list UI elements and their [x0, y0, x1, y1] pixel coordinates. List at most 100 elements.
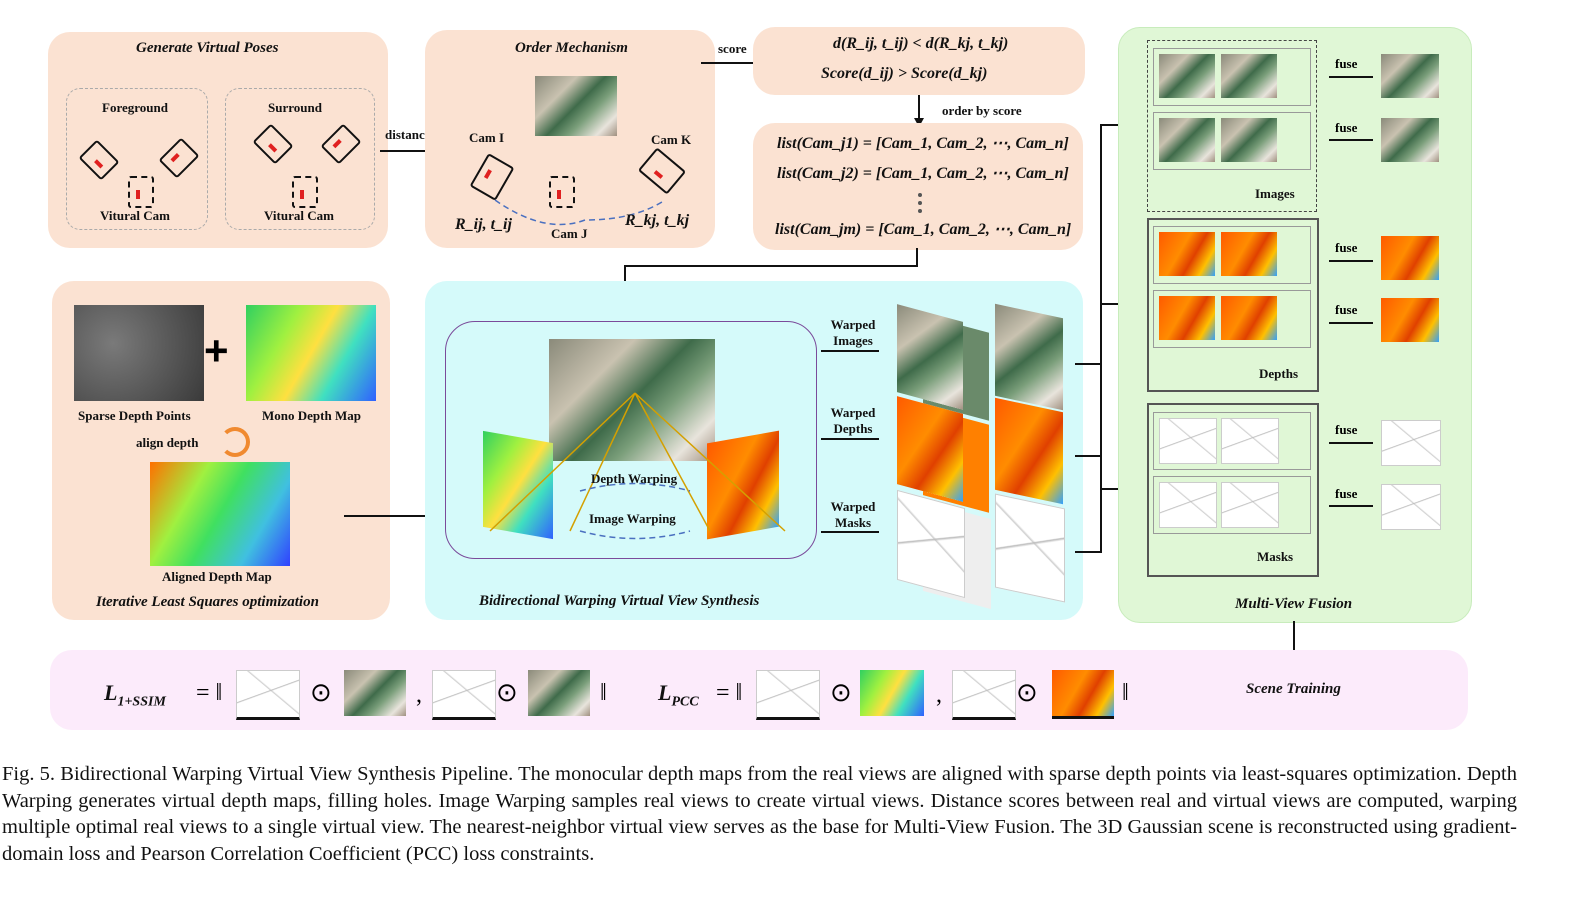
panel-title: Multi-View Fusion	[1235, 596, 1353, 612]
warping-frame	[445, 321, 817, 559]
lpcc-symbol: LPCC	[658, 680, 699, 710]
arrow	[1329, 322, 1373, 324]
l1-ssim-symbol: L1+SSIM	[104, 680, 166, 710]
panel-title: Iterative Least Squares optimization	[96, 594, 319, 610]
camera-list-2: list(Cam_j2) = [Cam_1, Cam_2, ⋯, Cam_n]	[777, 165, 1069, 182]
panel-title: Generate Virtual Poses	[136, 40, 279, 56]
hadamard-operator: ⊙	[496, 678, 518, 707]
fuse-label: fuse	[1335, 120, 1358, 135]
image-row	[1153, 48, 1311, 106]
arrow	[1293, 621, 1295, 659]
bidirectional-warping-panel: Depth Warping Image Warping Warped Image…	[425, 281, 1083, 620]
loss-l: L	[658, 680, 672, 705]
fused-image	[1381, 118, 1439, 162]
cam-i-label: Cam I	[469, 130, 505, 145]
depth-thumb	[1221, 296, 1277, 340]
equals-norm: = ‖	[716, 680, 743, 706]
camera-list-m: list(Cam_jm) = [Cam_1, Cam_2, ⋯, Cam_n]	[775, 221, 1072, 238]
depths-group	[1147, 218, 1319, 392]
arrow	[1329, 139, 1373, 141]
hadamard-operator: ⊙	[310, 678, 332, 707]
panel-title: Bidirectional Warping Virtual View Synth…	[479, 593, 760, 609]
masks-label: Masks	[1257, 549, 1294, 564]
fused-depth	[1381, 298, 1439, 342]
warped-images-label: Warped Images	[830, 317, 876, 348]
score-label: score	[718, 41, 747, 56]
image-thumb	[344, 670, 406, 716]
mask-thumb	[756, 670, 820, 720]
cam-k-label: Cam K	[651, 132, 692, 147]
warped-depth	[995, 397, 1063, 505]
connector	[916, 248, 918, 266]
surround-label: Surround	[268, 100, 322, 115]
fused-mask	[1381, 484, 1441, 530]
norm-close: ‖	[1122, 680, 1129, 706]
arrow	[821, 531, 879, 533]
warped-depths-label: Warped Depths	[830, 405, 876, 436]
comma: ,	[416, 682, 422, 708]
norm-close: ‖	[600, 680, 607, 706]
image-warping-label: Image Warping	[589, 511, 676, 526]
depth-warping-label: Depth Warping	[591, 471, 678, 486]
r-ij-label: R_ij, t_ij	[455, 216, 512, 233]
depth-row	[1153, 290, 1311, 348]
mask-thumb	[1159, 418, 1217, 464]
fuse-label: fuse	[1335, 240, 1358, 255]
arrow	[918, 95, 920, 119]
ellipsis-dot	[918, 209, 922, 213]
score-formula-box: d(R_ij, t_ij) < d(R_kj, t_kj) Score(d_ij…	[753, 27, 1085, 95]
camera-list-1: list(Cam_j1) = [Cam_1, Cam_2, ⋯, Cam_n]	[777, 135, 1069, 152]
mono-depth-label: Mono Depth Map	[262, 408, 361, 423]
scene-image	[535, 76, 617, 136]
mask-row	[1153, 412, 1311, 470]
depth-thumb	[860, 670, 924, 716]
mask-thumb	[1221, 418, 1279, 464]
image-thumb	[1159, 118, 1215, 162]
fuse-label: fuse	[1335, 56, 1358, 71]
connector	[1075, 363, 1101, 365]
camera-icon	[637, 147, 687, 195]
image-thumb	[1221, 118, 1277, 162]
cam-j-label: Cam J	[551, 226, 588, 241]
generate-virtual-poses-panel: Generate Virtual Poses Foreground Surrou…	[48, 32, 388, 248]
masks-group	[1147, 403, 1319, 577]
mask-thumb	[1159, 482, 1217, 528]
distance-curve	[494, 199, 666, 226]
depth-thumb	[1052, 670, 1114, 719]
distance-label: distance	[385, 127, 431, 142]
arrow	[821, 350, 879, 352]
image-thumb	[1159, 54, 1215, 98]
fused-image	[1381, 54, 1439, 98]
warped-depth-stack	[897, 396, 963, 502]
sparse-depth-label: Sparse Depth Points	[78, 408, 191, 423]
align-depth-label: align depth	[136, 435, 199, 450]
foreground-label: Foreground	[102, 100, 168, 115]
virtual-cam-label: Vitural Cam	[100, 208, 170, 223]
equals-norm: = ‖	[196, 680, 223, 706]
arrow	[1329, 260, 1373, 262]
aligned-depth-map-image	[150, 462, 290, 566]
warped-image	[995, 303, 1063, 411]
arrow	[821, 438, 879, 440]
arrow	[1329, 442, 1373, 444]
depth-thumb	[1221, 232, 1277, 276]
image-thumb	[1221, 54, 1277, 98]
fuse-label: fuse	[1335, 302, 1358, 317]
arrow	[1329, 76, 1373, 78]
warped-image-stack	[897, 304, 963, 410]
depth-thumb	[1159, 296, 1215, 340]
hadamard-operator: ⊙	[1016, 678, 1038, 707]
panel-title: Order Mechanism	[515, 40, 628, 56]
fuse-label: fuse	[1335, 422, 1358, 437]
order-by-score-label: order by score	[942, 103, 1022, 118]
warped-mask	[995, 493, 1065, 603]
hadamard-operator: ⊙	[830, 678, 852, 707]
connector	[1100, 124, 1102, 553]
mask-row	[1153, 476, 1311, 534]
connector	[1075, 455, 1101, 457]
images-label: Images	[1255, 186, 1295, 201]
mono-depth-map-image	[246, 305, 376, 401]
fused-mask	[1381, 420, 1441, 466]
arrow	[701, 62, 763, 64]
depths-label: Depths	[1259, 366, 1299, 381]
